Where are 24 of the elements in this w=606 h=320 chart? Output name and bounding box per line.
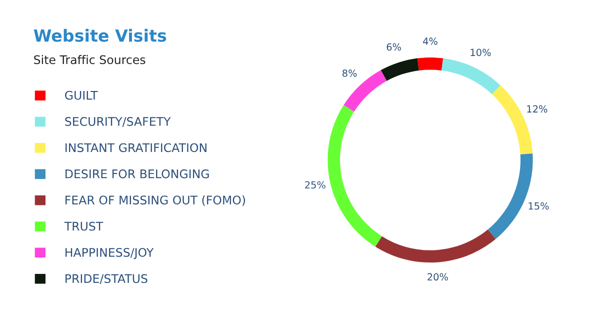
data-label: 6% (386, 43, 401, 51)
data-label: 20% (428, 273, 448, 281)
legend-label: PRIDE/STATUS (66, 274, 148, 284)
legend-label: HAPPINESS/JOY (66, 248, 154, 260)
data-label: 25% (305, 181, 326, 189)
chart-title: Website Visits (34, 28, 166, 42)
donut-slice (442, 58, 500, 94)
legend-label: DESIRE FOR BELONGING (66, 169, 209, 178)
donut-slice (344, 70, 387, 112)
data-label: 4% (423, 38, 438, 45)
donut-slice (380, 58, 419, 81)
text: Site Traffic Sources (34, 55, 146, 64)
legend-label: GUILT (65, 90, 98, 100)
legend-label: TRUST (64, 222, 104, 231)
donut-slice (417, 57, 444, 70)
donut-slice (375, 230, 496, 263)
data-label: 10% (470, 48, 491, 56)
data-label: 12% (527, 105, 548, 113)
donut-slice (328, 105, 382, 247)
legend-label: INSTANT GRATIFICATION (66, 143, 206, 152)
data-label: 15% (528, 202, 549, 210)
legend-label: FEAR OF MISSING OUT (FOMO) (66, 195, 246, 206)
legend-label: SECURITY/SAFETY (65, 117, 171, 127)
data-label: 8% (342, 69, 357, 77)
